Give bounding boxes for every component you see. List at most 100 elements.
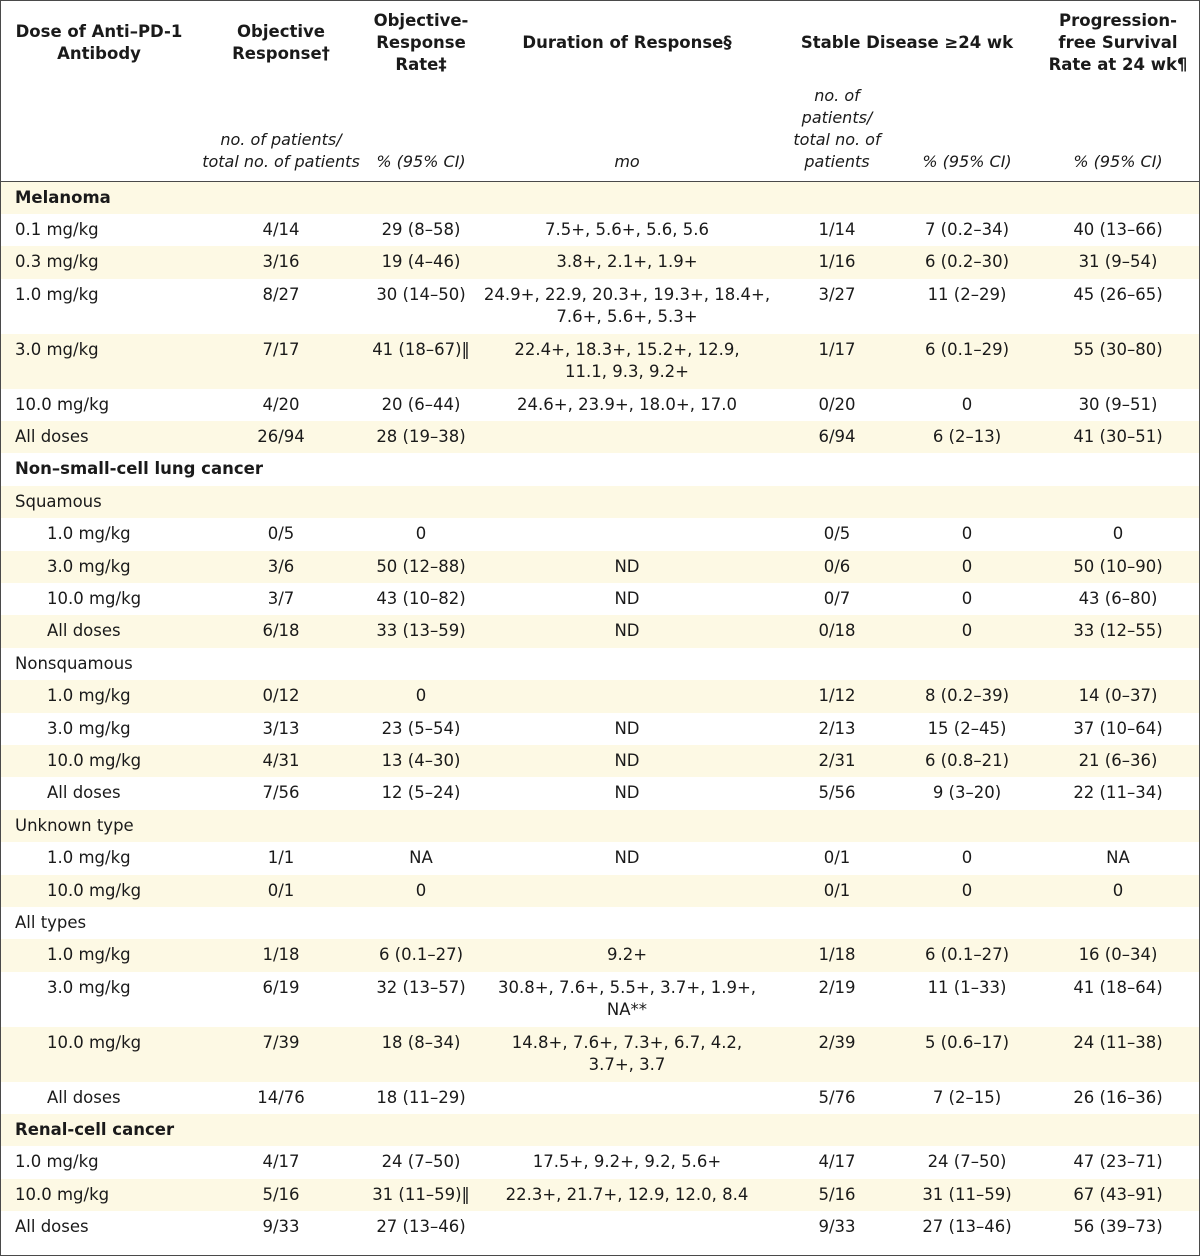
cell-stable-pct: 0 <box>961 556 973 576</box>
cell-stable-n: 1/18 <box>818 945 856 965</box>
cell-objective-response: 3/6 <box>267 556 295 576</box>
cell-pfs: NA <box>1106 848 1130 868</box>
cell-pfs: 26 (16–36) <box>1073 1087 1163 1107</box>
unit-duration: mo <box>614 152 640 171</box>
cell-objective-response: 3/13 <box>262 718 300 738</box>
section-row: Melanoma <box>1 181 1199 214</box>
cell-stable-n: 0/1 <box>823 880 851 900</box>
table-row: 10.0 mg/kg 4/31 13 (4–30) ND 2/31 6 (0.8–21) 2… <box>1 744 1199 778</box>
cell-duration: ND <box>614 556 640 576</box>
cell-duration <box>477 1211 777 1243</box>
cell-stable-n: 9/33 <box>818 1217 856 1237</box>
cell-orr: 31 (11–59)‖ <box>372 1184 470 1204</box>
subsection-row: Squamous <box>1 485 1199 519</box>
cell-dose: 10.0 mg/kg <box>47 589 142 609</box>
cell-stable-pct: 6 (0.8–21) <box>924 750 1010 770</box>
cell-stable-n: 0/5 <box>823 524 851 544</box>
cell-objective-response: 6/18 <box>262 621 300 641</box>
cell-objective-response: 26/94 <box>257 427 305 447</box>
cell-objective-response: 4/14 <box>262 219 300 239</box>
cell-duration: 30.8+, 7.6+, 5.5+, 3.7+, 1.9+, NA** <box>497 977 757 1019</box>
cell-stable-pct: 11 (2–29) <box>927 284 1007 304</box>
cell-stable-pct: 0 <box>961 880 973 900</box>
unit-pfs: % (95% CI) <box>1073 152 1163 171</box>
table-row: 1.0 mg/kg 1/1 NA ND 0/1 0 NA <box>1 842 1199 874</box>
cell-pfs: 41 (18–64) <box>1073 977 1163 997</box>
table-row: 1.0 mg/kg 0/12 0 1/12 8 (0.2–39) 14 (0–37) <box>1 680 1199 713</box>
section-row: Non–small-cell lung cancer <box>1 453 1199 485</box>
cell-duration: 22.4+, 18.3+, 15.2+, 12.9, 11.1, 9.3, 9.… <box>514 339 740 381</box>
subsection-label: Unknown type <box>15 815 134 835</box>
cell-stable-n: 0/1 <box>823 848 851 868</box>
cell-dose: 3.0 mg/kg <box>15 339 99 359</box>
cell-stable-pct: 6 (0.2–30) <box>924 252 1010 272</box>
cell-duration <box>477 1082 777 1114</box>
cell-pfs: 24 (11–38) <box>1073 1032 1163 1052</box>
cell-stable-n: 2/39 <box>818 1032 856 1052</box>
table-row: 3.0 mg/kg 3/13 23 (5–54) ND 2/13 15 (2–45) 37 … <box>1 713 1199 745</box>
table-row: All doses 9/33 27 (13–46) 9/33 27 (13–46) 56 … <box>1 1211 1199 1243</box>
cell-objective-response: 1/1 <box>267 848 295 868</box>
cell-objective-response: 8/27 <box>262 284 300 304</box>
cell-dose: 1.0 mg/kg <box>15 1152 99 1172</box>
cell-stable-pct: 6 (0.1–29) <box>924 339 1010 359</box>
header-pfs-rate: Progression-free Survival Rate at 24 wk¶ <box>1048 11 1188 74</box>
cell-dose: All doses <box>15 1217 89 1237</box>
cell-duration: 22.3+, 21.7+, 12.9, 12.0, 8.4 <box>505 1184 749 1204</box>
cell-objective-response: 0/1 <box>267 880 295 900</box>
cell-orr: 0 <box>415 686 427 706</box>
cell-duration <box>477 875 777 907</box>
cell-stable-pct: 0 <box>961 621 973 641</box>
section-label: Melanoma <box>15 188 111 207</box>
cell-orr: 27 (13–46) <box>376 1217 466 1237</box>
cell-duration: 7.5+, 5.6+, 5.6, 5.6 <box>544 219 710 239</box>
cell-orr: 24 (7–50) <box>381 1152 461 1172</box>
table-row: 3.0 mg/kg 3/6 50 (12–88) ND 0/6 0 50 (10–90) <box>1 550 1199 584</box>
cell-dose: 10.0 mg/kg <box>15 1184 110 1204</box>
cell-dose: 10.0 mg/kg <box>47 1032 142 1052</box>
cell-pfs: 41 (30–51) <box>1073 427 1163 447</box>
cell-dose: All doses <box>15 427 89 447</box>
table-row: All doses 6/18 33 (13–59) ND 0/18 0 33 (12–55) <box>1 615 1199 648</box>
cell-dose: 1.0 mg/kg <box>47 945 131 965</box>
cell-orr: 33 (13–59) <box>376 621 466 641</box>
cell-stable-pct: 27 (13–46) <box>922 1217 1012 1237</box>
cell-stable-n: 0/18 <box>818 621 856 641</box>
cell-stable-pct: 5 (0.6–17) <box>924 1032 1010 1052</box>
table-row: 1.0 mg/kg 0/5 0 0/5 0 0 <box>1 518 1199 550</box>
cell-orr: 6 (0.1–27) <box>378 945 464 965</box>
cell-orr: 30 (14–50) <box>376 284 466 304</box>
cell-pfs: 40 (13–66) <box>1073 219 1163 239</box>
cell-stable-n: 1/14 <box>818 219 856 239</box>
table-row: 1.0 mg/kg 4/17 24 (7–50) 17.5+, 9.2+, 9.2, … <box>1 1146 1199 1178</box>
cell-dose: 1.0 mg/kg <box>47 686 131 706</box>
cell-objective-response: 7/17 <box>262 339 300 359</box>
cell-objective-response: 9/33 <box>262 1217 300 1237</box>
subsection-row: Unknown type <box>1 809 1199 843</box>
unit-stable-pct: % (95% CI) <box>922 152 1012 171</box>
unit-stable-n: no. of patients/ total no. of patients <box>793 86 881 171</box>
cell-orr: 41 (18–67)‖ <box>372 339 470 359</box>
cell-orr: 0 <box>415 524 427 544</box>
cell-orr: 19 (4–46) <box>381 252 461 272</box>
table-row: 0.3 mg/kg 3/16 19 (4–46) 3.8+, 2.1+, 1.9+ 1/… <box>1 246 1199 279</box>
cell-objective-response: 0/5 <box>267 524 295 544</box>
cell-duration: ND <box>614 621 640 641</box>
table-row: All doses 14/76 18 (11–29) 5/76 7 (2–15) 26 (… <box>1 1082 1199 1114</box>
cell-duration: ND <box>614 783 640 803</box>
table-row: 3.0 mg/kg 6/19 32 (13–57) 30.8+, 7.6+, 5.5+… <box>1 972 1199 1027</box>
table-row: 3.0 mg/kg 7/17 41 (18–67)‖ 22.4+, 18.3+, 15… <box>1 333 1199 389</box>
cell-dose: All doses <box>47 783 121 803</box>
cell-dose: 10.0 mg/kg <box>47 750 142 770</box>
cell-duration: 3.8+, 2.1+, 1.9+ <box>556 252 698 272</box>
subsection-row: All types <box>1 907 1199 939</box>
cell-stable-pct: 31 (11–59) <box>922 1184 1012 1204</box>
cell-pfs: 55 (30–80) <box>1073 339 1163 359</box>
table-header: Dose of Anti–PD-1 Antibody Objective Res… <box>1 1 1199 182</box>
cell-stable-pct: 6 (2–13) <box>932 427 1002 447</box>
section-label: Renal-cell cancer <box>15 1120 175 1140</box>
cell-orr: 18 (8–34) <box>381 1032 461 1052</box>
cell-pfs: 50 (10–90) <box>1073 556 1163 576</box>
cell-duration <box>477 680 777 712</box>
cell-stable-pct: 15 (2–45) <box>927 718 1007 738</box>
